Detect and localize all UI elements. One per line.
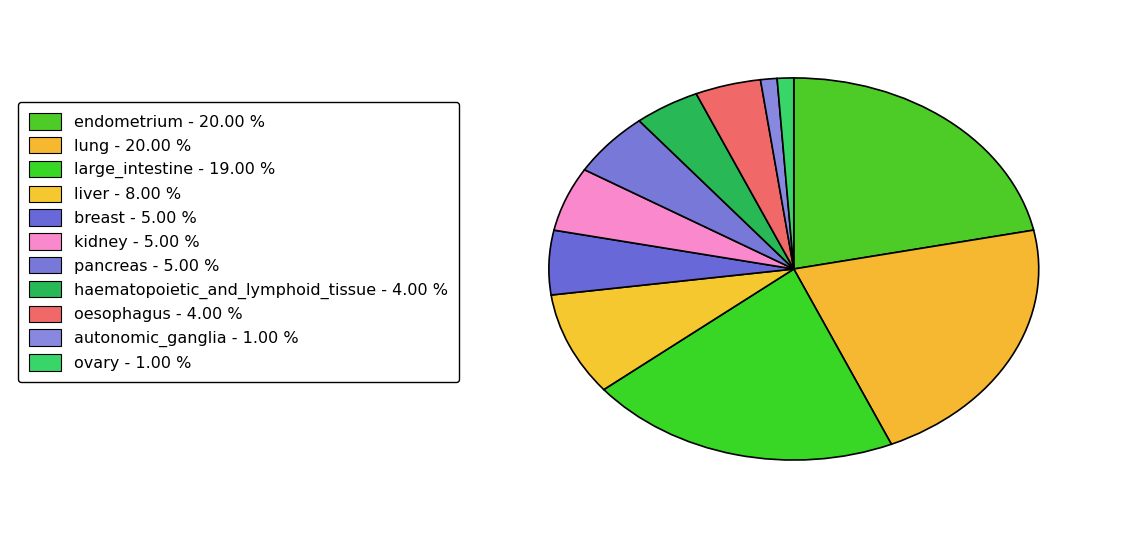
Wedge shape <box>794 78 1033 269</box>
Wedge shape <box>640 94 794 269</box>
Wedge shape <box>555 169 794 269</box>
Wedge shape <box>761 79 794 269</box>
Wedge shape <box>549 230 794 295</box>
Wedge shape <box>777 78 794 269</box>
Wedge shape <box>696 80 794 269</box>
Legend: endometrium - 20.00 %, lung - 20.00 %, large_intestine - 19.00 %, liver - 8.00 %: endometrium - 20.00 %, lung - 20.00 %, l… <box>18 102 459 382</box>
Wedge shape <box>794 230 1039 444</box>
Wedge shape <box>603 269 891 460</box>
Wedge shape <box>584 121 794 269</box>
Wedge shape <box>551 269 794 390</box>
